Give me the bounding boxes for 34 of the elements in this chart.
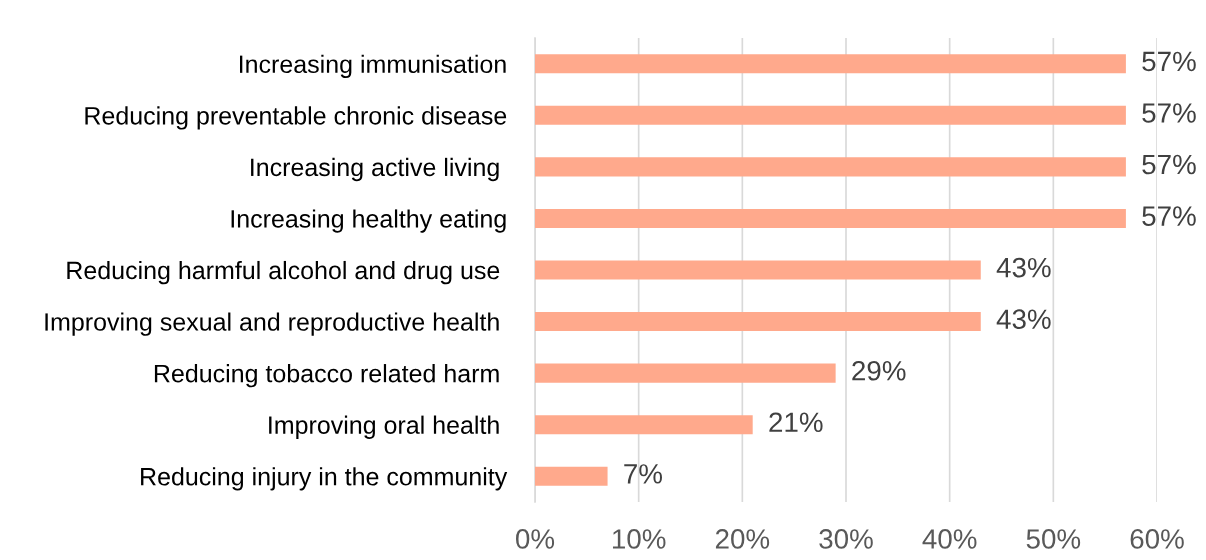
- bar: [535, 415, 753, 435]
- x-tick-label: 0%: [516, 529, 555, 549]
- y-tick-label: Increasing immunisation: [239, 54, 506, 79]
- bar: [535, 312, 981, 332]
- data-label: 57%: [1142, 51, 1196, 72]
- data-label: 43%: [996, 309, 1051, 330]
- data-label: 29%: [852, 360, 906, 381]
- x-tick-label: 60%: [1130, 529, 1184, 549]
- y-tick-label: Improving sexual and reproductive health: [45, 312, 499, 336]
- bar: [535, 260, 981, 280]
- data-label: 21%: [769, 412, 823, 433]
- bar: [535, 363, 836, 383]
- data-label: 57%: [1142, 103, 1196, 123]
- bar: [535, 208, 1126, 228]
- y-tick-label: Increasing active living: [251, 157, 499, 182]
- y-tick-label: Increasing healthy eating: [231, 209, 506, 233]
- x-tick-label: 40%: [922, 529, 977, 549]
- x-tick-label: 10%: [612, 529, 666, 549]
- data-label: 7%: [624, 464, 662, 484]
- data-label: 57%: [1142, 206, 1196, 226]
- y-tick-label: Reducing tobacco related harm: [154, 364, 499, 388]
- y-tick-label: Reducing preventable chronic disease: [85, 106, 507, 130]
- y-tick-label: Reducing injury in the community: [141, 467, 508, 491]
- y-tick-label: Improving oral health: [269, 415, 499, 439]
- x-tick-label: 30%: [819, 529, 873, 549]
- x-tick-label: 20%: [715, 529, 770, 549]
- bar: [535, 105, 1126, 125]
- data-label: 43%: [996, 257, 1051, 278]
- x-tick-label: 50%: [1026, 529, 1081, 549]
- data-label: 57%: [1142, 154, 1196, 175]
- bar: [535, 157, 1126, 177]
- bar: [535, 466, 608, 486]
- bar: [535, 54, 1126, 74]
- y-tick-label: Reducing harmful alcohol and drug use: [67, 260, 500, 285]
